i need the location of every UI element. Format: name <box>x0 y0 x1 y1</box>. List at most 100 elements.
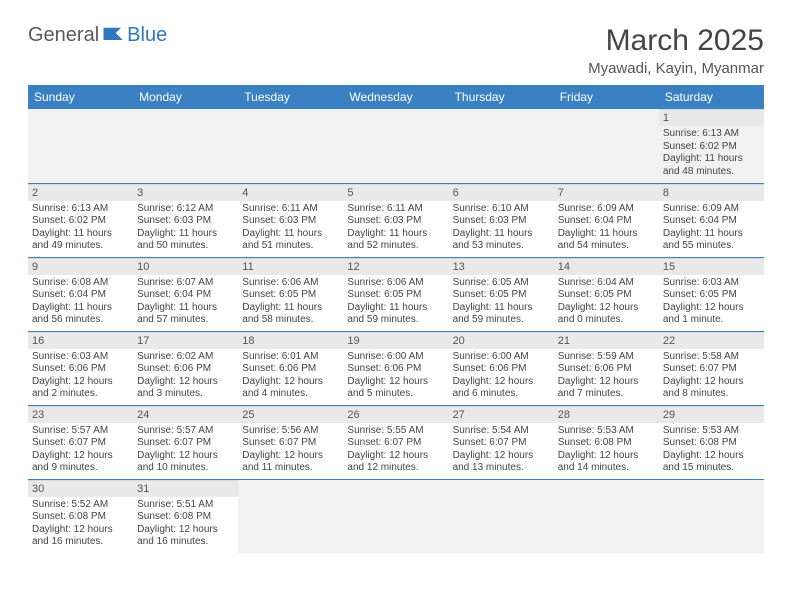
day-number: 16 <box>28 332 133 349</box>
daylight-text: Daylight: 12 hours and 4 minutes. <box>242 376 339 401</box>
sunset-text: Sunset: 6:07 PM <box>663 363 760 376</box>
day-details: Sunrise: 6:13 AMSunset: 6:02 PMDaylight:… <box>28 201 133 257</box>
calendar-cell: 16Sunrise: 6:03 AMSunset: 6:06 PMDayligh… <box>28 331 133 405</box>
calendar-week-row: 30Sunrise: 5:52 AMSunset: 6:08 PMDayligh… <box>28 479 764 553</box>
daylight-text: Daylight: 11 hours and 51 minutes. <box>242 228 339 253</box>
day-details: Sunrise: 6:12 AMSunset: 6:03 PMDaylight:… <box>133 201 238 257</box>
daylight-text: Daylight: 12 hours and 7 minutes. <box>558 376 655 401</box>
calendar-cell: 5Sunrise: 6:11 AMSunset: 6:03 PMDaylight… <box>343 183 448 257</box>
day-details: Sunrise: 5:54 AMSunset: 6:07 PMDaylight:… <box>449 423 554 479</box>
sunset-text: Sunset: 6:08 PM <box>558 437 655 450</box>
sunset-text: Sunset: 6:03 PM <box>242 215 339 228</box>
daylight-text: Daylight: 12 hours and 16 minutes. <box>32 524 129 549</box>
day-details: Sunrise: 5:51 AMSunset: 6:08 PMDaylight:… <box>133 497 238 553</box>
day-number: 30 <box>28 480 133 497</box>
daylight-text: Daylight: 11 hours and 50 minutes. <box>137 228 234 253</box>
day-details: Sunrise: 6:10 AMSunset: 6:03 PMDaylight:… <box>449 201 554 257</box>
day-number: 21 <box>554 332 659 349</box>
sunrise-text: Sunrise: 6:00 AM <box>347 351 444 364</box>
header: General Blue March 2025 Myawadi, Kayin, … <box>28 24 764 77</box>
calendar-cell: 10Sunrise: 6:07 AMSunset: 6:04 PMDayligh… <box>133 257 238 331</box>
sunset-text: Sunset: 6:06 PM <box>32 363 129 376</box>
day-details: Sunrise: 5:59 AMSunset: 6:06 PMDaylight:… <box>554 349 659 405</box>
sunrise-text: Sunrise: 6:08 AM <box>32 277 129 290</box>
day-number: 1 <box>659 109 764 126</box>
day-details: Sunrise: 6:00 AMSunset: 6:06 PMDaylight:… <box>449 349 554 405</box>
daylight-text: Daylight: 11 hours and 48 minutes. <box>663 153 760 178</box>
sunrise-text: Sunrise: 6:07 AM <box>137 277 234 290</box>
sunrise-text: Sunrise: 6:13 AM <box>663 128 760 141</box>
sunset-text: Sunset: 6:07 PM <box>347 437 444 450</box>
daylight-text: Daylight: 11 hours and 59 minutes. <box>453 302 550 327</box>
sunrise-text: Sunrise: 6:03 AM <box>663 277 760 290</box>
day-number: 2 <box>28 184 133 201</box>
day-number: 11 <box>238 258 343 275</box>
sunset-text: Sunset: 6:06 PM <box>453 363 550 376</box>
day-details: Sunrise: 6:09 AMSunset: 6:04 PMDaylight:… <box>554 201 659 257</box>
calendar-cell: 29Sunrise: 5:53 AMSunset: 6:08 PMDayligh… <box>659 405 764 479</box>
sunset-text: Sunset: 6:07 PM <box>137 437 234 450</box>
daylight-text: Daylight: 11 hours and 57 minutes. <box>137 302 234 327</box>
day-number: 6 <box>449 184 554 201</box>
calendar-cell <box>554 479 659 553</box>
day-number: 13 <box>449 258 554 275</box>
daylight-text: Daylight: 12 hours and 6 minutes. <box>453 376 550 401</box>
daylight-text: Daylight: 12 hours and 13 minutes. <box>453 450 550 475</box>
calendar-cell: 26Sunrise: 5:55 AMSunset: 6:07 PMDayligh… <box>343 405 448 479</box>
sunset-text: Sunset: 6:03 PM <box>453 215 550 228</box>
calendar-cell: 28Sunrise: 5:53 AMSunset: 6:08 PMDayligh… <box>554 405 659 479</box>
daylight-text: Daylight: 12 hours and 0 minutes. <box>558 302 655 327</box>
day-number: 22 <box>659 332 764 349</box>
day-header-row: Sunday Monday Tuesday Wednesday Thursday… <box>28 85 764 109</box>
calendar-cell: 23Sunrise: 5:57 AMSunset: 6:07 PMDayligh… <box>28 405 133 479</box>
calendar-cell: 15Sunrise: 6:03 AMSunset: 6:05 PMDayligh… <box>659 257 764 331</box>
day-details: Sunrise: 6:11 AMSunset: 6:03 PMDaylight:… <box>238 201 343 257</box>
day-details: Sunrise: 5:55 AMSunset: 6:07 PMDaylight:… <box>343 423 448 479</box>
calendar-cell: 6Sunrise: 6:10 AMSunset: 6:03 PMDaylight… <box>449 183 554 257</box>
day-details: Sunrise: 5:57 AMSunset: 6:07 PMDaylight:… <box>28 423 133 479</box>
calendar-cell <box>449 479 554 553</box>
calendar-cell <box>659 479 764 553</box>
sunset-text: Sunset: 6:04 PM <box>558 215 655 228</box>
sunset-text: Sunset: 6:04 PM <box>663 215 760 228</box>
calendar-cell: 21Sunrise: 5:59 AMSunset: 6:06 PMDayligh… <box>554 331 659 405</box>
calendar-cell: 4Sunrise: 6:11 AMSunset: 6:03 PMDaylight… <box>238 183 343 257</box>
sunrise-text: Sunrise: 5:53 AM <box>663 425 760 438</box>
calendar-cell: 3Sunrise: 6:12 AMSunset: 6:03 PMDaylight… <box>133 183 238 257</box>
day-number: 17 <box>133 332 238 349</box>
daylight-text: Daylight: 12 hours and 2 minutes. <box>32 376 129 401</box>
daylight-text: Daylight: 12 hours and 9 minutes. <box>32 450 129 475</box>
day-number: 3 <box>133 184 238 201</box>
sunset-text: Sunset: 6:02 PM <box>663 141 760 154</box>
calendar-cell <box>28 109 133 183</box>
daylight-text: Daylight: 11 hours and 49 minutes. <box>32 228 129 253</box>
calendar-cell: 9Sunrise: 6:08 AMSunset: 6:04 PMDaylight… <box>28 257 133 331</box>
day-number: 12 <box>343 258 448 275</box>
sunrise-text: Sunrise: 5:57 AM <box>137 425 234 438</box>
day-number: 24 <box>133 406 238 423</box>
logo-text-general: General <box>28 24 99 47</box>
calendar-cell: 7Sunrise: 6:09 AMSunset: 6:04 PMDaylight… <box>554 183 659 257</box>
sunset-text: Sunset: 6:08 PM <box>32 511 129 524</box>
sunrise-text: Sunrise: 6:10 AM <box>453 203 550 216</box>
day-number: 18 <box>238 332 343 349</box>
sunrise-text: Sunrise: 6:09 AM <box>663 203 760 216</box>
day-number: 23 <box>28 406 133 423</box>
day-details: Sunrise: 6:07 AMSunset: 6:04 PMDaylight:… <box>133 275 238 331</box>
calendar-cell: 30Sunrise: 5:52 AMSunset: 6:08 PMDayligh… <box>28 479 133 553</box>
sunset-text: Sunset: 6:07 PM <box>242 437 339 450</box>
day-number: 31 <box>133 480 238 497</box>
day-number: 19 <box>343 332 448 349</box>
calendar-cell <box>343 479 448 553</box>
calendar-cell <box>133 109 238 183</box>
daylight-text: Daylight: 12 hours and 10 minutes. <box>137 450 234 475</box>
sunset-text: Sunset: 6:06 PM <box>558 363 655 376</box>
day-header: Sunday <box>28 85 133 109</box>
sunset-text: Sunset: 6:07 PM <box>32 437 129 450</box>
sunset-text: Sunset: 6:05 PM <box>663 289 760 302</box>
day-number: 10 <box>133 258 238 275</box>
daylight-text: Daylight: 12 hours and 1 minute. <box>663 302 760 327</box>
day-details: Sunrise: 6:05 AMSunset: 6:05 PMDaylight:… <box>449 275 554 331</box>
day-header: Saturday <box>659 85 764 109</box>
location: Myawadi, Kayin, Myanmar <box>588 60 764 77</box>
